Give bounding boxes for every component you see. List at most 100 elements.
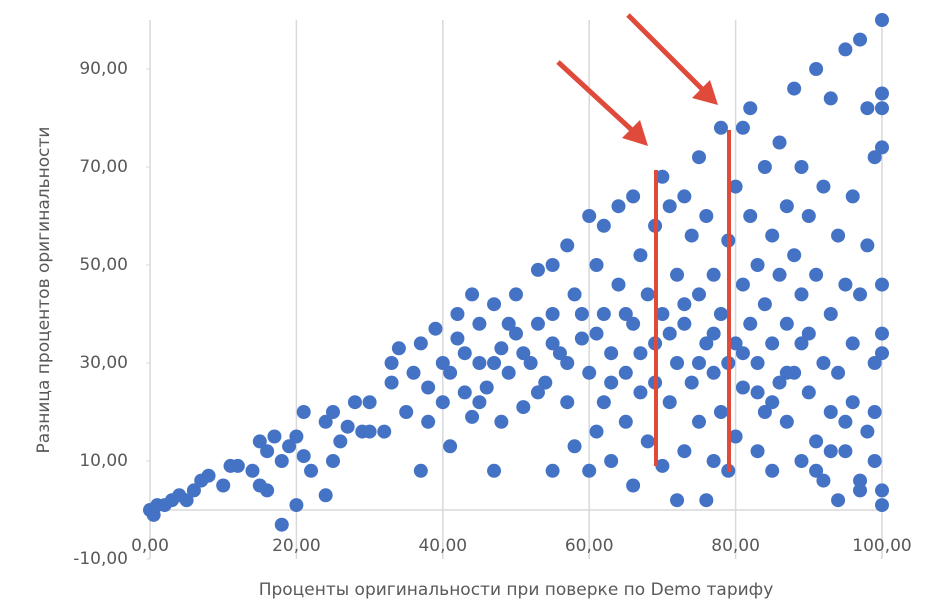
point	[435, 356, 450, 370]
point	[809, 62, 824, 76]
x-tick-label: 20,00	[272, 536, 321, 556]
point	[450, 307, 465, 321]
point	[465, 287, 480, 302]
point	[282, 439, 297, 454]
point	[801, 326, 816, 341]
point	[582, 209, 597, 223]
point	[450, 331, 465, 346]
point	[860, 238, 875, 253]
y-tick-label: -10,00	[73, 549, 128, 569]
y-tick-label: 70,00	[79, 157, 128, 177]
point	[670, 356, 685, 370]
point	[530, 262, 545, 277]
point	[706, 267, 721, 282]
point	[545, 258, 560, 272]
point	[589, 258, 604, 272]
point	[596, 307, 611, 321]
point	[677, 444, 692, 459]
point	[413, 336, 428, 351]
point	[875, 140, 889, 155]
point	[699, 336, 714, 351]
point	[384, 375, 399, 390]
point	[692, 356, 706, 370]
point	[831, 365, 846, 380]
point	[260, 444, 275, 459]
point	[794, 454, 809, 468]
point	[318, 488, 333, 503]
point	[289, 429, 304, 444]
point	[875, 326, 889, 341]
point	[589, 424, 604, 439]
point	[853, 287, 868, 302]
point	[179, 493, 194, 508]
point	[765, 395, 780, 410]
point	[487, 463, 502, 478]
point	[655, 458, 670, 473]
point	[596, 395, 611, 410]
point	[794, 287, 809, 302]
point	[655, 169, 670, 184]
point	[838, 414, 853, 429]
point	[670, 493, 685, 508]
y-tick-label: 10,00	[79, 451, 128, 471]
point	[845, 336, 860, 351]
point	[545, 307, 560, 321]
point	[245, 463, 260, 478]
point	[582, 365, 597, 380]
point	[728, 429, 743, 444]
x-tick-label: 100,00	[852, 536, 911, 556]
point	[699, 209, 714, 223]
point	[765, 228, 780, 243]
point	[816, 473, 831, 488]
point	[750, 444, 765, 459]
point	[421, 414, 436, 429]
point	[735, 120, 750, 135]
y-tick-label: 30,00	[79, 353, 128, 373]
point	[735, 346, 750, 361]
point	[611, 199, 626, 214]
point	[713, 307, 728, 321]
y-tick-label: 50,00	[79, 255, 128, 275]
point	[494, 414, 509, 429]
point	[823, 91, 838, 106]
point	[794, 160, 809, 174]
point	[735, 380, 750, 395]
point	[706, 454, 721, 468]
point	[362, 395, 377, 410]
point	[867, 150, 882, 165]
point	[604, 375, 619, 390]
point	[662, 326, 677, 341]
point	[875, 86, 889, 101]
point	[735, 277, 750, 292]
point	[662, 199, 677, 214]
point	[479, 380, 494, 395]
point	[516, 400, 531, 415]
arrow-head	[622, 120, 648, 146]
point	[670, 267, 685, 282]
point	[816, 356, 831, 370]
x-axis-title: Проценты оригинальности при поверке по D…	[259, 580, 774, 600]
arrow	[626, 13, 705, 92]
point	[260, 483, 275, 498]
point	[706, 365, 721, 380]
point	[845, 395, 860, 410]
point	[523, 356, 538, 370]
plot-area: 0,00 20,00 40,00 60,00 80,00 100,00 -10,00 10,0…	[73, 13, 912, 569]
point	[699, 493, 714, 508]
point	[318, 414, 333, 429]
point	[750, 258, 765, 272]
point	[713, 120, 728, 135]
point	[611, 277, 626, 292]
point	[853, 473, 868, 488]
point	[347, 395, 362, 410]
point	[472, 316, 487, 331]
point	[750, 385, 765, 400]
point	[567, 439, 582, 454]
point	[574, 307, 589, 321]
point	[867, 454, 882, 468]
point	[845, 189, 860, 204]
y-axis-title: Разница процентов оригинальности	[34, 127, 54, 454]
point	[684, 228, 699, 243]
point	[838, 444, 853, 459]
